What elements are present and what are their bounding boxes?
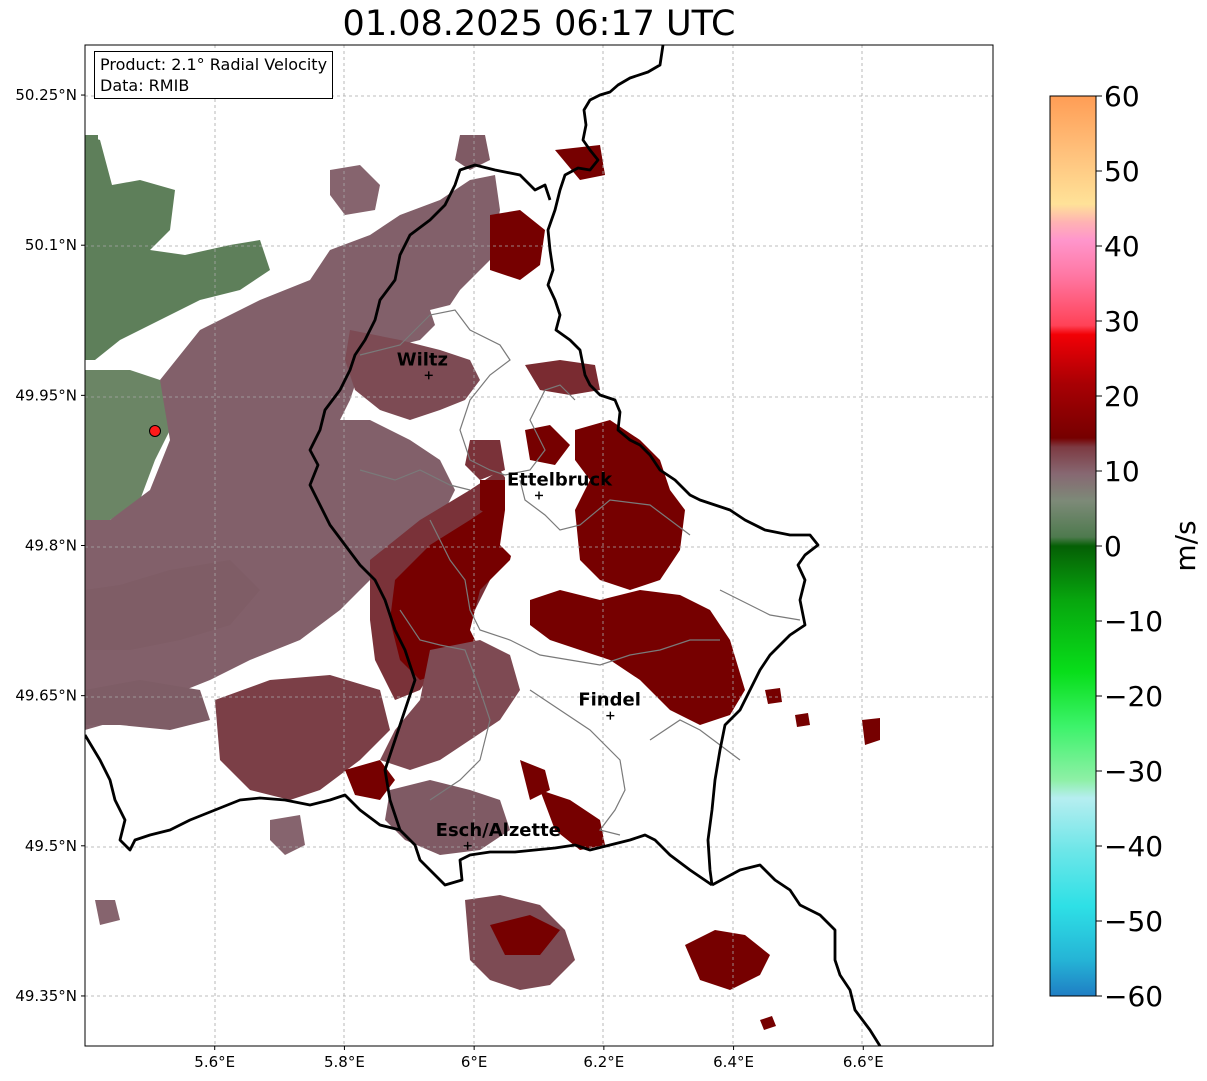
colorbar-tick-label: −30: [1104, 755, 1163, 788]
colorbar-ticks: 60 50 40 30 20 10 0 −10 −20 −30 −40 −50 −60: [1096, 80, 1163, 1013]
lat-tick-label: 50.25°N: [15, 86, 77, 104]
longitude-ticks: 5.6°E 5.8°E 6°E 6.2°E 6.4°E 6.6°E: [194, 1046, 884, 1071]
country-borders: [85, 45, 882, 1046]
colorbar-tick-label: 20: [1104, 380, 1140, 413]
map-title: 01.08.2025 06:17 UTC: [342, 4, 736, 44]
colorbar-unit-label: m/s: [1169, 520, 1202, 571]
no-echo-areas: [430, 300, 575, 565]
colorbar-tick-label: −40: [1104, 830, 1163, 863]
product-label: Product: 2.1° Radial Velocity: [100, 55, 328, 74]
colorbar-tick-label: 40: [1104, 230, 1140, 263]
city-label: Wiltz: [397, 349, 448, 370]
colorbar-tick-label: −10: [1104, 605, 1163, 638]
colorbar-tick-label: 30: [1104, 305, 1140, 338]
product-info-box: Product: 2.1° Radial Velocity Data: RMIB: [94, 51, 334, 99]
lon-tick-label: 6.6°E: [843, 1053, 884, 1071]
colorbar-tick-label: 60: [1104, 80, 1140, 113]
colorbar: [1049, 95, 1097, 997]
city-label: Esch/Alzette: [436, 820, 561, 841]
city-label: Findel: [578, 690, 641, 711]
latitude-ticks: 50.25°N 50.1°N 49.95°N 49.8°N 49.65°N 49.5°N 4…: [15, 86, 85, 1005]
lat-tick-label: 49.65°N: [15, 687, 77, 705]
lat-tick-label: 49.95°N: [15, 386, 77, 404]
lon-tick-label: 5.8°E: [324, 1053, 365, 1071]
radar-site-marker: [149, 425, 161, 437]
colorbar-tick-label: 50: [1104, 155, 1140, 188]
radar-echoes: [85, 135, 880, 1030]
colorbar-tick-label: −20: [1104, 680, 1163, 713]
colorbar-tick-label: −50: [1104, 905, 1163, 938]
lat-tick-label: 50.1°N: [25, 236, 77, 254]
colorbar-tick-label: 10: [1104, 455, 1140, 488]
data-source-label: Data: RMIB: [100, 76, 190, 95]
colorbar-tick-label: −60: [1104, 980, 1163, 1013]
district-boundaries: [359, 309, 801, 836]
lat-tick-label: 49.5°N: [25, 837, 77, 855]
lon-tick-label: 6°E: [461, 1053, 488, 1071]
map-gridlines: [85, 45, 993, 1046]
lat-tick-label: 49.35°N: [15, 987, 77, 1005]
colorbar-tick-label: 0: [1104, 530, 1122, 563]
city-label: Ettelbruck: [507, 469, 613, 490]
lon-tick-label: 5.6°E: [194, 1053, 235, 1071]
lat-tick-label: 49.8°N: [25, 537, 77, 555]
lon-tick-label: 6.4°E: [713, 1053, 754, 1071]
lon-tick-label: 6.2°E: [583, 1053, 624, 1071]
city-markers: Wiltz Ettelbruck Findel Esch/Alzette: [397, 349, 641, 850]
